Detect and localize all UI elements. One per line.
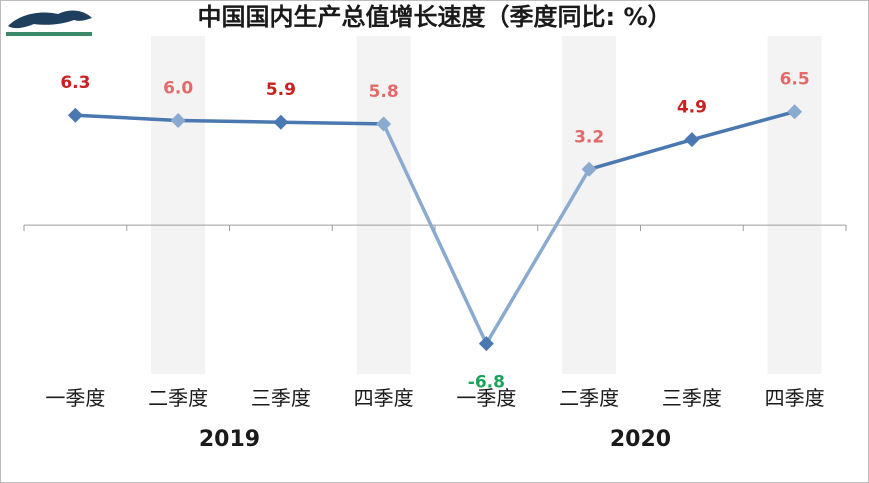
data-point-marker	[67, 107, 83, 123]
chart-title: 中国国内生产总值增长速度（季度同比: %）	[197, 3, 672, 31]
data-label: -6.8	[468, 373, 505, 393]
series-line-segment	[279, 120, 386, 126]
column-band	[562, 36, 617, 374]
data-point-marker	[684, 132, 700, 148]
data-label: 4.9	[677, 98, 707, 118]
category-tick-label: 三季度	[662, 386, 722, 410]
series-line-segment	[381, 122, 489, 346]
category-tick-label: 二季度	[148, 386, 208, 410]
tiger-logo-icon	[6, 10, 92, 36]
category-tick-label: 四季度	[765, 386, 825, 410]
data-label: 6.0	[163, 78, 193, 98]
series-line-segment	[587, 137, 694, 172]
year-group-label: 2019	[199, 427, 260, 452]
data-point-marker	[376, 116, 392, 132]
data-label: 6.5	[780, 70, 810, 90]
series-line-segment	[484, 167, 591, 346]
category-tick-label: 一季度	[456, 386, 516, 410]
series-line-segment	[73, 113, 180, 123]
data-label: 6.3	[60, 73, 90, 93]
data-label: 5.9	[266, 80, 296, 100]
category-tick-label: 一季度	[45, 386, 105, 410]
data-point-marker	[170, 112, 186, 128]
series-line-segment	[176, 118, 283, 124]
data-point-marker	[581, 161, 597, 177]
data-point-marker	[273, 114, 289, 130]
series-line-segment	[690, 109, 797, 142]
column-band	[356, 36, 411, 374]
category-tick-label: 二季度	[559, 386, 619, 410]
year-group-label: 2020	[610, 427, 671, 452]
column-band	[151, 36, 206, 374]
column-band	[767, 36, 822, 374]
data-label: 5.8	[369, 82, 399, 102]
category-tick-label: 四季度	[354, 386, 414, 410]
data-label: 3.2	[574, 127, 604, 147]
category-tick-label: 三季度	[251, 386, 311, 410]
data-point-marker	[787, 104, 803, 120]
data-point-marker	[478, 336, 494, 352]
